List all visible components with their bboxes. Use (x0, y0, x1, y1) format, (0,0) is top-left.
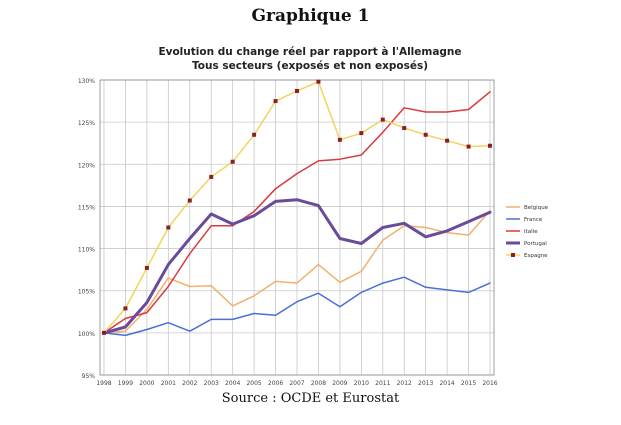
plot-frame (99, 79, 495, 376)
x-tick-label: 2003 (204, 380, 219, 387)
y-tick-label: 105% (78, 289, 95, 296)
x-tick-label: 2009 (332, 380, 347, 387)
y-tick-label: 130% (78, 78, 95, 85)
data-point-espagne (144, 265, 149, 270)
x-tick-label: 1999 (118, 380, 133, 387)
x-tick-label: 2013 (418, 380, 433, 387)
x-tick-label: 2007 (289, 380, 304, 387)
data-point-espagne (488, 143, 492, 148)
data-point-espagne (445, 138, 450, 143)
x-tick-label: 2000 (139, 380, 154, 387)
legend-label: Italie (524, 229, 538, 235)
series-line-france (103, 276, 491, 337)
data-point-espagne (252, 132, 257, 137)
y-tick-label: 125% (78, 120, 95, 127)
legend-label: Espagne (524, 253, 548, 259)
chart-subtitle: Tous secteurs (exposés et non exposés) (191, 60, 428, 72)
y-tick-label: 120% (78, 162, 95, 169)
figure-heading: Graphique 1 (251, 6, 370, 26)
source-note: Source : OCDE et Eurostat (221, 391, 400, 406)
series-line-belgique (103, 209, 491, 334)
data-point-espagne (230, 159, 235, 164)
data-point-espagne (316, 79, 321, 84)
data-point-espagne (166, 225, 171, 230)
y-tick-label: 115% (78, 204, 95, 211)
y-tick-label: 95% (82, 373, 96, 380)
data-point-espagne (423, 132, 428, 137)
x-tick-label: 2016 (482, 380, 497, 387)
legend-label: Portugal (524, 241, 547, 247)
x-tick-label: 1998 (96, 380, 111, 387)
x-tick-label: 2001 (161, 380, 176, 387)
data-point-espagne (295, 88, 299, 93)
x-tick-label: 2015 (461, 380, 476, 387)
legend-label: Belgique (524, 205, 549, 211)
x-tick-label: 2004 (225, 380, 240, 387)
data-point-espagne (402, 126, 407, 131)
chart-title: Evolution du change réel par rapport à l… (158, 46, 462, 58)
legend-label: France (524, 217, 543, 223)
x-tick-label: 2006 (268, 380, 283, 387)
data-point-espagne (123, 306, 128, 311)
x-tick-label: 2011 (375, 380, 390, 387)
data-point-espagne (273, 99, 278, 104)
x-tick-label: 2005 (246, 380, 261, 387)
data-point-espagne (466, 144, 471, 149)
series-line-portugal (102, 198, 492, 335)
data-point-espagne (337, 137, 342, 142)
y-tick-label: 100% (78, 331, 95, 338)
x-tick-label: 2002 (182, 380, 197, 387)
x-tick-label: 2008 (311, 380, 326, 387)
data-point-espagne (359, 131, 364, 136)
series-line-italie (103, 91, 491, 334)
y-tick-label: 110% (78, 247, 95, 254)
x-tick-label: 2010 (354, 380, 369, 387)
data-point-espagne (187, 198, 192, 203)
data-point-espagne (380, 117, 385, 122)
data-point-espagne (209, 174, 214, 179)
x-tick-label: 2014 (439, 380, 454, 387)
x-tick-label: 2012 (397, 380, 412, 387)
data-point-espagne (102, 330, 106, 335)
legend-marker (511, 253, 515, 257)
chart-title-block: Evolution du change réel par rapport à l… (90, 45, 530, 73)
